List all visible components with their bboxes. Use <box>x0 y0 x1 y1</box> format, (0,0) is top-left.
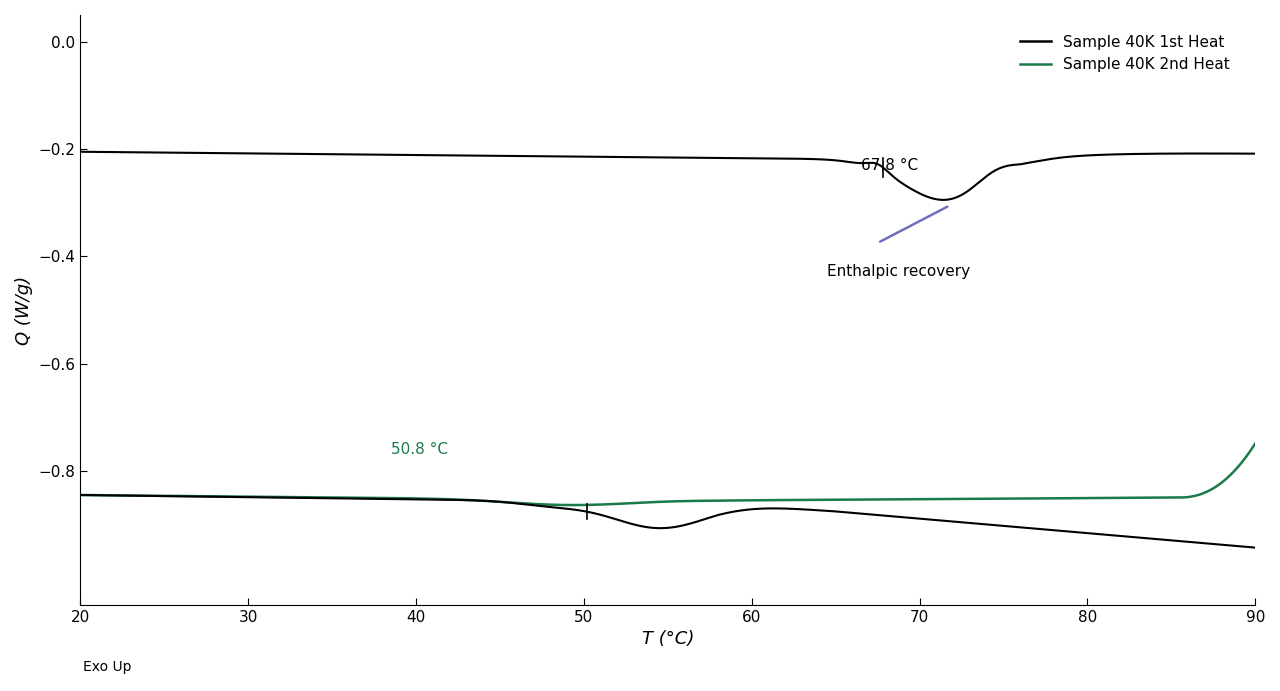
Y-axis label: Q (W/g): Q (W/g) <box>15 276 33 345</box>
Text: Enthalpic recovery: Enthalpic recovery <box>827 265 970 279</box>
Text: 67.8 °C: 67.8 °C <box>861 158 918 173</box>
Text: 50.8 °C: 50.8 °C <box>390 442 448 457</box>
Text: Exo Up: Exo Up <box>83 660 132 674</box>
Legend: Sample 40K 1st Heat, Sample 40K 2nd Heat: Sample 40K 1st Heat, Sample 40K 2nd Heat <box>1014 28 1236 78</box>
X-axis label: T (°C): T (°C) <box>641 630 694 648</box>
